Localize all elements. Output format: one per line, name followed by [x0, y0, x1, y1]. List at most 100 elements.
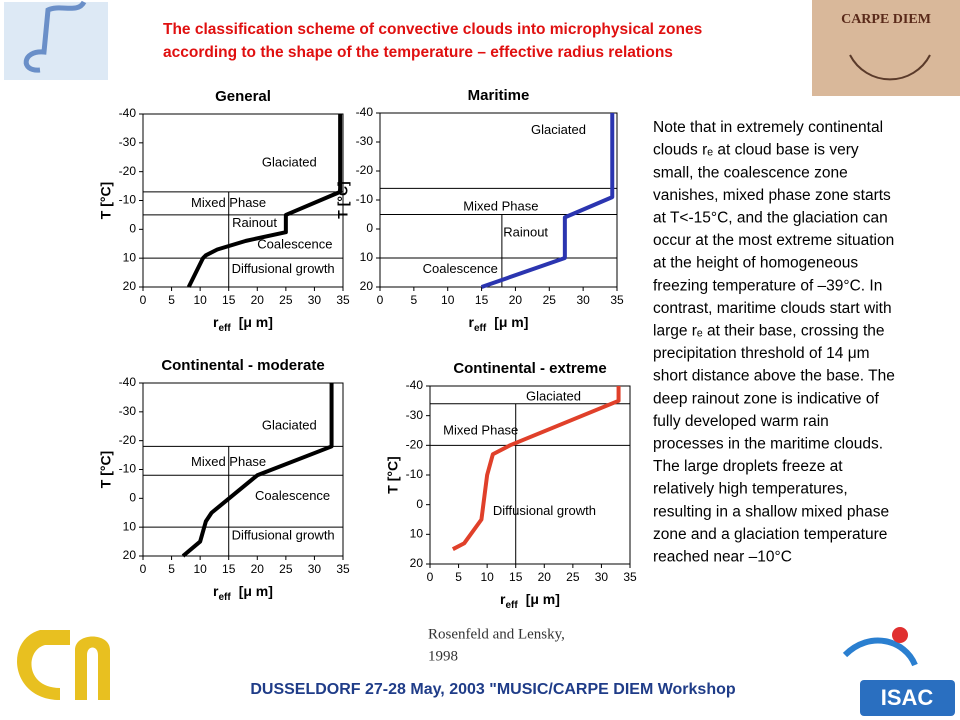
y-tick-label: 20	[410, 556, 424, 570]
y-tick-label: -20	[119, 433, 137, 447]
x-tick-label: 20	[538, 570, 552, 584]
zone-label: Mixed Phase	[463, 198, 538, 213]
x-tick-label: 5	[411, 293, 418, 307]
x-tick-label: 0	[140, 293, 147, 307]
x-tick-label: 30	[595, 570, 609, 584]
sundial-text: CARPE DIEM	[841, 12, 931, 27]
x-label-unit: [μ m]	[494, 314, 528, 330]
x-tick-label: 0	[140, 562, 147, 576]
chart-title: Continental - extreme	[453, 360, 606, 377]
x-label-subscript: eff	[218, 592, 231, 603]
note-line: contrast, maritime clouds start with	[653, 300, 892, 317]
zone-label: Mixed Phase	[443, 423, 518, 438]
note-line: fully developed warm rain	[653, 413, 829, 430]
x-tick-label: 20	[251, 562, 265, 576]
plot-frame	[429, 385, 631, 565]
note-line: clouds rₑ at cloud base is very	[653, 142, 859, 159]
chart-title: Continental - moderate	[161, 357, 324, 374]
x-label-symbol: r	[500, 591, 506, 607]
citation: 1998	[428, 648, 458, 664]
y-tick-label: 20	[360, 279, 374, 293]
chart: General 0 5 10 15 20 25 30 35 -40 -30 -20 -10 0 10 20 T …	[98, 88, 350, 334]
x-tick-label: 30	[308, 562, 322, 576]
y-tick-label: -20	[356, 163, 374, 177]
x-tick-label: 10	[193, 293, 207, 307]
x-tick-label: 25	[279, 562, 293, 576]
x-tick-label: 15	[222, 562, 236, 576]
zone-label: Glaciated	[262, 418, 317, 433]
x-axis-label: reff [μ m]	[213, 314, 273, 334]
citation: Rosenfeld and Lensky,	[428, 626, 565, 642]
note-line: large rₑ at their base, crossing the	[653, 322, 885, 339]
x-tick-label: 10	[193, 562, 207, 576]
x-tick-label: 5	[168, 293, 175, 307]
zone-label: Rainout	[503, 224, 548, 239]
x-label-unit: [μ m]	[239, 314, 273, 330]
y-tick-label: -10	[406, 467, 424, 481]
zone-label: Coalescence	[257, 237, 332, 252]
x-label-unit: [μ m]	[239, 583, 273, 599]
note-line: relatively high temperatures,	[653, 481, 848, 498]
x-tick-label: 35	[610, 293, 624, 307]
series-line	[451, 386, 621, 551]
note-line: zone and a glaciation temperature	[653, 526, 887, 543]
y-tick-label: 0	[366, 221, 373, 235]
zone-label: Diffusional growth	[493, 503, 596, 518]
zone-label: Glaciated	[526, 388, 581, 403]
x-tick-label: 15	[475, 293, 489, 307]
note: Note that in extremely continental clouds…	[653, 119, 895, 565]
isac-logo: ISAC	[842, 627, 955, 716]
x-tick-label: 5	[455, 570, 462, 584]
y-tick-label: 10	[123, 250, 137, 264]
series-line	[480, 113, 615, 289]
x-label-subscript: eff	[218, 323, 231, 334]
charts: General 0 5 10 15 20 25 30 35 -40 -30 -20 -10 0 10 20 T …	[98, 87, 637, 611]
x-tick-label: 15	[222, 293, 236, 307]
y-tick-label: -30	[119, 404, 137, 418]
x-tick-label: 35	[336, 562, 350, 576]
y-tick-label: 0	[129, 491, 136, 505]
x-tick-label: 25	[279, 293, 293, 307]
y-tick-label: -40	[119, 106, 137, 120]
zone-label: Mixed Phase	[191, 195, 266, 210]
y-tick-label: 10	[123, 519, 137, 533]
x-label-symbol: r	[213, 583, 219, 599]
y-tick-label: 0	[129, 222, 136, 236]
y-tick-label: -20	[119, 164, 137, 178]
footer: DUSSELDORF 27-28 May, 2003 "MUSIC/CARPE …	[250, 681, 736, 698]
chart-title: Maritime	[468, 87, 530, 104]
y-tick-label: -30	[356, 134, 374, 148]
note-line: processes in the maritime clouds.	[653, 435, 883, 452]
x-tick-label: 10	[441, 293, 455, 307]
note-line: reached near –10°C	[653, 548, 792, 565]
x-label-subscript: eff	[505, 600, 518, 611]
chart: Continental - moderate 0 5 10 15 20 25 30 35 -40 -…	[98, 357, 350, 603]
x-tick-label: 15	[509, 570, 523, 584]
note-line: at the height of homogeneous	[653, 255, 858, 272]
x-tick-label: 5	[168, 562, 175, 576]
y-axis-label: T [°C]	[98, 182, 114, 219]
music-logo	[4, 0, 108, 80]
note-line: precipitation threshold of 14 μm	[653, 345, 870, 362]
x-tick-label: 35	[336, 293, 350, 307]
x-tick-label: 30	[308, 293, 322, 307]
x-tick-label: 25	[566, 570, 580, 584]
y-tick-label: 10	[410, 527, 424, 541]
y-tick-label: -10	[356, 192, 374, 206]
zone-label: Glaciated	[262, 154, 317, 169]
note-line: short distance above the base. The	[653, 368, 895, 385]
zone-label: Coalescence	[255, 488, 330, 503]
zone-label: Mixed Phase	[191, 454, 266, 469]
x-tick-label: 25	[543, 293, 557, 307]
y-tick-label: -40	[356, 105, 374, 119]
note-line: Note that in extremely continental	[653, 119, 883, 136]
x-tick-label: 0	[377, 293, 384, 307]
y-tick-label: -30	[406, 408, 424, 422]
note-line: occur at the most extreme situation	[653, 232, 894, 249]
x-axis-label: reff [μ m]	[500, 591, 560, 611]
y-tick-label: -10	[119, 193, 137, 207]
note-line: freezing temperature of –39°C. In	[653, 277, 882, 294]
x-tick-label: 20	[251, 293, 265, 307]
y-tick-label: 10	[360, 250, 374, 264]
